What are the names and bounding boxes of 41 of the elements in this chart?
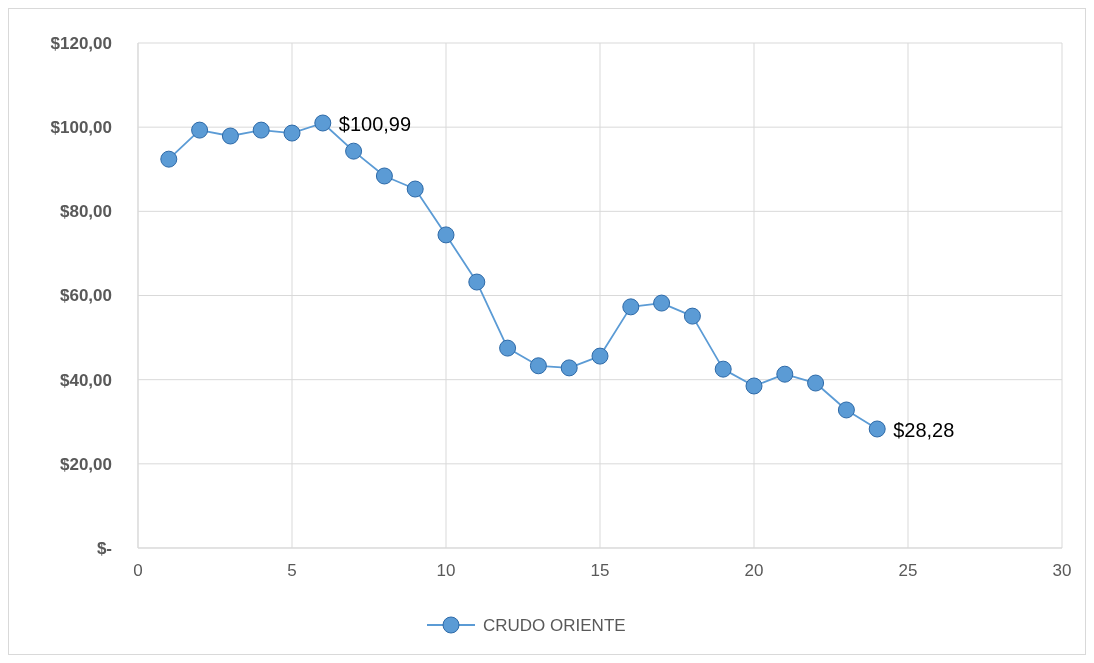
x-tick-label: 10 bbox=[436, 561, 456, 580]
y-tick-label: $- bbox=[96, 538, 112, 558]
point bbox=[191, 121, 209, 139]
point bbox=[345, 142, 363, 160]
point bbox=[160, 150, 178, 168]
y-tick-label: $100,00 bbox=[50, 118, 112, 138]
point bbox=[776, 365, 794, 383]
point bbox=[283, 124, 301, 142]
point bbox=[745, 377, 763, 395]
y-tick-label: $80,00 bbox=[60, 202, 112, 222]
point bbox=[714, 360, 732, 378]
x-tick-label: 20 bbox=[744, 561, 764, 580]
point bbox=[591, 347, 609, 365]
point bbox=[252, 121, 270, 139]
y-tick-label: $120,00 bbox=[50, 33, 112, 53]
y-tick-label: $60,00 bbox=[60, 286, 112, 306]
point bbox=[406, 180, 424, 198]
point bbox=[837, 401, 855, 419]
point bbox=[529, 357, 547, 375]
data-label: $28,28 bbox=[893, 418, 955, 441]
x-tick-label: 5 bbox=[287, 561, 297, 580]
point bbox=[560, 359, 578, 377]
point bbox=[314, 114, 332, 132]
legend-label: CRUDO ORIENTE bbox=[483, 615, 626, 635]
y-tick-label: $40,00 bbox=[60, 370, 112, 390]
point bbox=[807, 374, 825, 392]
point bbox=[622, 298, 640, 316]
x-tick-label: 15 bbox=[590, 561, 610, 580]
y-tick-label: $20,00 bbox=[60, 454, 112, 474]
x-tick-label: 0 bbox=[133, 561, 143, 580]
point bbox=[868, 420, 886, 438]
point bbox=[437, 226, 455, 244]
x-tick-label: 25 bbox=[898, 561, 918, 580]
point bbox=[683, 307, 701, 325]
x-tick-label: 30 bbox=[1052, 561, 1072, 580]
point bbox=[653, 294, 671, 312]
point bbox=[468, 273, 486, 291]
data-label: $100,99 bbox=[338, 113, 412, 135]
point bbox=[221, 127, 239, 145]
point bbox=[499, 339, 517, 357]
point bbox=[375, 167, 393, 185]
